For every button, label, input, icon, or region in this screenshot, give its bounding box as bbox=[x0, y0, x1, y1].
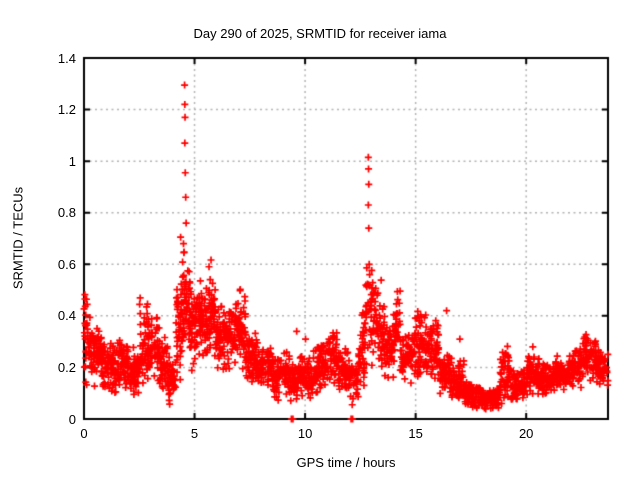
y-tick-label-0.6: 0.6 bbox=[57, 256, 76, 272]
y-tick-label-0: 0 bbox=[68, 411, 76, 427]
y-tick-label-1: 1 bbox=[68, 153, 76, 169]
x-tick-label-0: 0 bbox=[80, 426, 88, 441]
x-tick-label-10: 10 bbox=[297, 426, 313, 441]
y-tick-label-0.8: 0.8 bbox=[57, 205, 76, 221]
x-tick-label-20: 20 bbox=[518, 426, 534, 441]
y-axis-label-text: SRMTID / TECUs bbox=[10, 186, 26, 290]
y-tick-label-1.4: 1.4 bbox=[57, 50, 76, 66]
x-tick-label-15: 15 bbox=[408, 426, 423, 441]
y-tick-label-0.2: 0.2 bbox=[57, 359, 76, 375]
y-tick-label-1.2: 1.2 bbox=[57, 102, 76, 118]
x-axis-label: GPS time / hours bbox=[296, 455, 396, 470]
chart-title: Day 290 of 2025, SRMTID for receiver iam… bbox=[193, 26, 447, 41]
y-tick-label-0.4: 0.4 bbox=[57, 308, 76, 324]
x-tick-label-5: 5 bbox=[190, 426, 199, 441]
